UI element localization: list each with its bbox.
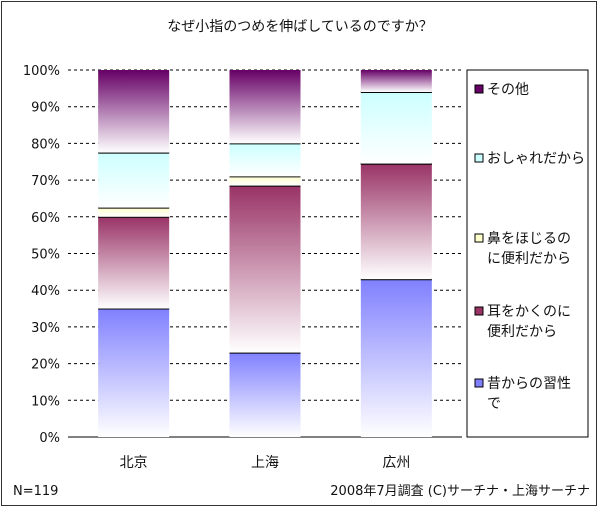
bar-segment — [98, 308, 170, 437]
y-tick-label: 40% — [31, 284, 60, 299]
legend-swatch — [474, 84, 484, 94]
bar-stack-3 — [360, 70, 432, 437]
x-tick-label: 上海 — [251, 455, 279, 471]
legend-swatch — [474, 306, 484, 316]
legend-label: 鼻をほじるの — [487, 230, 571, 247]
bar-segment — [360, 92, 432, 164]
legend-swatch — [474, 153, 484, 163]
legend-label: で — [487, 396, 501, 412]
bar-segment — [98, 70, 170, 153]
sample-size-label: N=119 — [13, 484, 58, 499]
legend-swatch — [474, 233, 484, 243]
y-tick-label: 10% — [31, 394, 60, 409]
source-label: 2008年7月調査 (C)サーチナ・上海サーチナ — [330, 484, 590, 499]
x-tick-label: 広州 — [382, 455, 410, 471]
legend-label: おしゃれだから — [487, 151, 585, 167]
y-tick-label: 0% — [39, 431, 60, 446]
bar-segment — [229, 176, 301, 186]
legend-label: 便利だから — [487, 324, 557, 340]
x-axis-ticks: 北京 上海 広州 — [120, 455, 411, 471]
y-tick-label: 100% — [23, 64, 60, 79]
bar-segment — [229, 185, 301, 353]
legend-label: 耳をかくのに — [487, 304, 571, 320]
bar-stack-2 — [229, 70, 301, 437]
y-tick-label: 30% — [31, 321, 60, 336]
y-tick-label: 20% — [31, 358, 60, 373]
legend-box — [466, 69, 589, 438]
bar-segment — [98, 216, 170, 309]
bar-stack-1 — [98, 70, 170, 437]
x-tick-label: 北京 — [120, 455, 148, 471]
y-tick-label: 90% — [31, 101, 60, 116]
bar-segment — [360, 163, 432, 280]
bar-segment — [360, 70, 432, 93]
bar-segment — [229, 70, 301, 144]
y-axis-ticks: 0% 10% 20% 30% 40% 50% 60% 70% 80% 90% 100% — [23, 64, 60, 446]
bars — [98, 70, 432, 437]
bar-segment — [360, 279, 432, 437]
chart-title: なぜ小指のつめを伸ばしているのですか？ — [167, 19, 433, 35]
bar-segment — [229, 352, 301, 437]
y-tick-label: 80% — [31, 137, 60, 152]
legend-label: に便利だから — [487, 251, 571, 267]
y-tick-label: 70% — [31, 174, 60, 189]
bar-segment — [98, 207, 170, 217]
bar-segment — [98, 152, 170, 208]
legend-swatch — [474, 378, 484, 388]
y-tick-label: 50% — [31, 248, 60, 263]
y-tick-label: 60% — [31, 211, 60, 226]
legend-label: その他 — [487, 82, 529, 98]
legend-label: 昔からの習性 — [487, 376, 571, 392]
bar-segment — [229, 143, 301, 177]
